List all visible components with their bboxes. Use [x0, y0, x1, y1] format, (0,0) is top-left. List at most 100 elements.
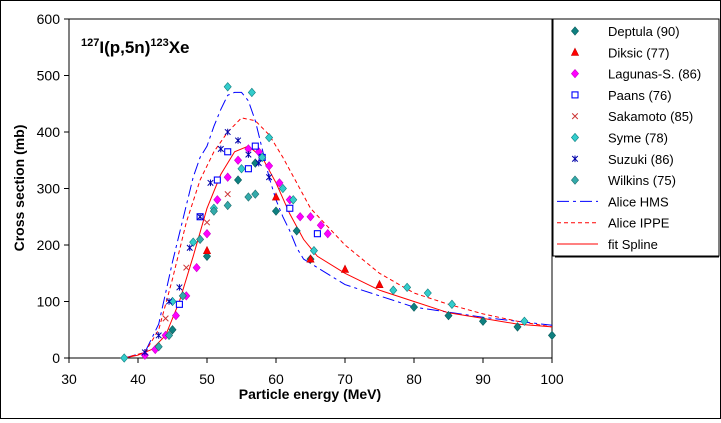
data-point	[223, 200, 232, 211]
series-deptula-90	[168, 158, 556, 341]
series-diksic-77	[202, 192, 384, 288]
data-point	[245, 151, 252, 158]
data-point	[207, 179, 214, 187]
data-point	[265, 173, 273, 181]
data-point	[389, 285, 398, 295]
data-point	[265, 132, 274, 143]
data-point	[275, 178, 284, 188]
x-tick-label: 90	[475, 371, 491, 387]
legend-swatch	[571, 91, 579, 99]
data-point	[165, 298, 173, 305]
data-point	[213, 195, 222, 205]
legend-item-alice-hms: Alice HMS	[557, 194, 669, 209]
legend-swatch	[571, 175, 579, 185]
data-point	[513, 322, 522, 332]
legend-label: Paans (76)	[608, 88, 672, 103]
legend: Deptula (90) Diksic (77) Lagunas-S. (86) Pa…	[552, 18, 720, 258]
series-lagunas-s-86	[140, 144, 332, 360]
data-point	[120, 353, 129, 363]
y-tick-label: 100	[37, 294, 61, 310]
data-point	[224, 148, 232, 156]
data-point	[251, 142, 259, 150]
legend-swatch	[571, 68, 579, 79]
data-point	[203, 229, 211, 239]
data-point	[251, 189, 260, 199]
legend-item-alice-ippe: Alice IPPE	[557, 216, 670, 231]
series-sakamoto-85	[162, 190, 231, 322]
series-wilkins-75	[154, 189, 260, 352]
data-point	[247, 87, 256, 98]
legend-label: Sakamoto (85)	[608, 109, 693, 124]
legend-item-deptula-90: Deptula (90)	[571, 24, 680, 39]
legend-swatch	[571, 26, 579, 36]
data-point	[244, 165, 252, 173]
data-point	[271, 192, 281, 201]
x-tick-label: 40	[130, 371, 146, 387]
data-point	[313, 230, 321, 238]
data-point	[296, 212, 305, 222]
title-product: Xe	[169, 38, 190, 57]
legend-item-lagunas-s-86: Lagunas-S. (86)	[571, 67, 701, 82]
series-markers	[120, 82, 556, 363]
legend-box	[552, 18, 720, 257]
data-point	[186, 244, 193, 252]
y-tick-label: 300	[37, 181, 61, 197]
data-point	[265, 161, 274, 171]
data-point	[162, 315, 169, 322]
data-point	[165, 330, 174, 341]
legend-item-paans-76: Paans (76)	[571, 88, 672, 103]
legend-swatch	[571, 113, 579, 120]
title-reaction: I(p,5n)	[99, 38, 150, 57]
data-point	[213, 176, 221, 184]
series-line-alice-ippe	[124, 117, 553, 359]
data-point	[141, 349, 149, 356]
data-point	[255, 159, 262, 167]
axes: 30 40 50 60 70 80 90 100 0 100 200 300 400 500 600	[37, 11, 564, 387]
legend-label: Deptula (90)	[608, 24, 680, 39]
data-point	[292, 226, 301, 236]
data-point	[423, 288, 432, 298]
data-point	[168, 296, 177, 307]
data-point	[306, 212, 315, 222]
series-line-fit-spline	[124, 145, 553, 359]
series-paans-76	[175, 142, 321, 308]
data-point	[192, 262, 201, 273]
data-point	[196, 213, 204, 221]
data-point	[209, 206, 218, 216]
x-tick-label: 30	[61, 371, 77, 387]
legend-item-suzuki-86: Suzuki (86)	[571, 152, 674, 167]
data-point	[176, 284, 183, 291]
legend-item-wilkins-75: Wilkins (75)	[571, 173, 676, 188]
x-axis-label: Particle energy (MeV)	[239, 386, 381, 402]
data-point	[520, 316, 529, 326]
data-point	[223, 82, 232, 92]
legend-label: Diksic (77)	[608, 45, 669, 60]
data-point	[154, 342, 163, 352]
y-tick-label: 0	[52, 350, 60, 366]
data-point	[479, 316, 487, 326]
data-point	[234, 137, 242, 144]
series-lines	[124, 91, 553, 359]
data-point	[217, 145, 224, 153]
data-point	[289, 195, 298, 205]
data-point	[340, 264, 350, 273]
data-point	[168, 325, 177, 335]
x-tick-label: 80	[406, 371, 422, 387]
data-point	[178, 291, 187, 301]
legend-item-sakamoto-85: Sakamoto (85)	[571, 109, 693, 124]
x-tick-label: 70	[337, 371, 353, 387]
legend-item-syme-78: Syme (78)	[571, 131, 668, 146]
y-tick-label: 400	[37, 124, 61, 140]
data-point	[234, 175, 243, 185]
title-mass-number: 127	[81, 37, 99, 49]
data-point	[403, 282, 412, 293]
title-product-mass: 123	[150, 37, 168, 49]
data-point	[316, 220, 325, 230]
data-point	[155, 332, 162, 339]
data-point	[375, 279, 384, 288]
data-point	[234, 155, 243, 165]
data-point	[447, 299, 456, 309]
data-point	[202, 245, 212, 255]
data-point	[323, 229, 332, 239]
